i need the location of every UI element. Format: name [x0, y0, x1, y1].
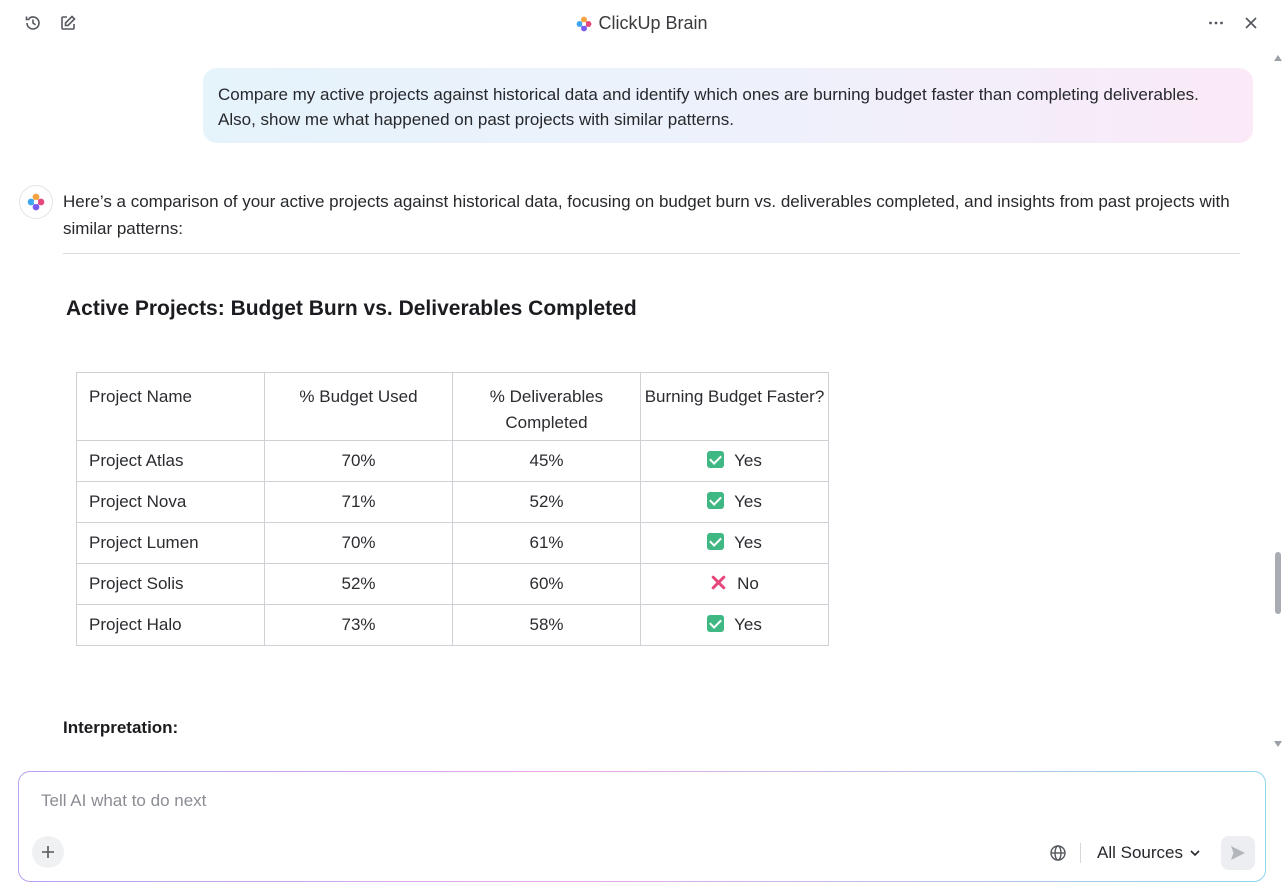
more-horizontal-icon	[1209, 21, 1223, 25]
column-header: Project Name	[76, 372, 265, 441]
scroll-up-arrow-icon[interactable]	[1274, 55, 1282, 61]
sources-label: All Sources	[1097, 843, 1183, 862]
table-cell-budget: 70%	[264, 522, 453, 564]
plus-icon	[42, 846, 54, 858]
new-chat-button[interactable]	[56, 11, 80, 35]
status-label: Yes	[734, 451, 762, 470]
section-title: Active Projects: Budget Burn vs. Deliver…	[66, 297, 637, 320]
table-cell-status: Yes	[640, 481, 829, 523]
check-mark-icon	[707, 492, 725, 509]
table-row: Project Nova 71% 52% Yes	[76, 481, 829, 523]
ai-response-intro: Here’s a comparison of your active proje…	[63, 192, 1230, 238]
table-cell-budget: 73%	[264, 604, 453, 646]
table-cell-status: No	[640, 563, 829, 605]
table-cell-deliverables: 61%	[452, 522, 641, 564]
status-label: Yes	[734, 533, 762, 552]
add-attachment-button[interactable]	[32, 836, 64, 868]
status-label: No	[737, 574, 759, 593]
web-search-button[interactable]	[1047, 842, 1069, 864]
window-title: ClickUp Brain	[0, 13, 1284, 34]
table-cell-deliverables: 45%	[452, 440, 641, 482]
table-cell-status: Yes	[640, 604, 829, 646]
status-label: Yes	[734, 615, 762, 634]
table-cell-name: Project Lumen	[76, 522, 265, 564]
clickup-brain-icon	[27, 193, 45, 211]
cross-mark-icon	[711, 575, 726, 590]
table-row: Project Lumen 70% 61% Yes	[76, 522, 829, 564]
column-header: % Budget Used	[264, 372, 453, 441]
table-cell-name: Project Solis	[76, 563, 265, 605]
toolbar-separator	[1080, 843, 1081, 863]
table-cell-status: Yes	[640, 522, 829, 564]
user-message-bubble: Compare my active projects against histo…	[203, 68, 1253, 143]
send-icon	[1231, 846, 1245, 860]
scrollbar[interactable]	[1272, 52, 1284, 748]
table-row: Project Halo 73% 58% Yes	[76, 604, 829, 646]
table-cell-deliverables: 52%	[452, 481, 641, 523]
projects-table: Project Name % Budget Used % Deliverable…	[76, 372, 829, 646]
clickup-brain-logo	[577, 16, 592, 31]
more-options-button[interactable]	[1204, 11, 1228, 35]
check-mark-icon	[707, 451, 725, 468]
column-header: % Deliverables Completed	[452, 372, 641, 441]
sources-dropdown[interactable]: All Sources	[1097, 842, 1201, 864]
history-icon[interactable]	[21, 11, 45, 35]
chat-composer-inner: All Sources	[19, 772, 1265, 881]
scroll-down-arrow-icon[interactable]	[1274, 741, 1282, 747]
close-icon	[1245, 17, 1257, 29]
table-cell-deliverables: 58%	[452, 604, 641, 646]
send-button[interactable]	[1221, 836, 1255, 870]
chevron-down-icon	[1190, 850, 1200, 857]
table-cell-budget: 52%	[264, 563, 453, 605]
table-cell-status: Yes	[640, 440, 829, 482]
table-cell-name: Project Nova	[76, 481, 265, 523]
scrollbar-thumb[interactable]	[1275, 552, 1281, 614]
table-row: Project Solis 52% 60% No	[76, 563, 829, 605]
table-cell-budget: 71%	[264, 481, 453, 523]
check-mark-icon	[707, 533, 725, 550]
edit-icon	[61, 15, 76, 30]
table-cell-name: Project Halo	[76, 604, 265, 646]
chat-input[interactable]	[41, 791, 1221, 811]
chat-composer: All Sources	[18, 771, 1266, 882]
divider	[63, 253, 1240, 254]
table-row: Project Atlas 70% 45% Yes	[76, 440, 829, 482]
window-title-text: ClickUp Brain	[598, 13, 708, 33]
status-label: Yes	[734, 492, 762, 511]
header: ClickUp Brain	[0, 0, 1284, 48]
table-cell-budget: 70%	[264, 440, 453, 482]
table-cell-name: Project Atlas	[76, 440, 265, 482]
ai-avatar	[19, 185, 53, 219]
interpretation-heading: Interpretation:	[63, 718, 179, 737]
check-mark-icon	[707, 615, 725, 632]
globe-icon	[1050, 845, 1066, 861]
table-cell-deliverables: 60%	[452, 563, 641, 605]
column-header: Burning Budget Faster?	[640, 372, 829, 441]
close-button[interactable]	[1239, 11, 1263, 35]
table-header-row: Project Name % Budget Used % Deliverable…	[76, 372, 829, 441]
